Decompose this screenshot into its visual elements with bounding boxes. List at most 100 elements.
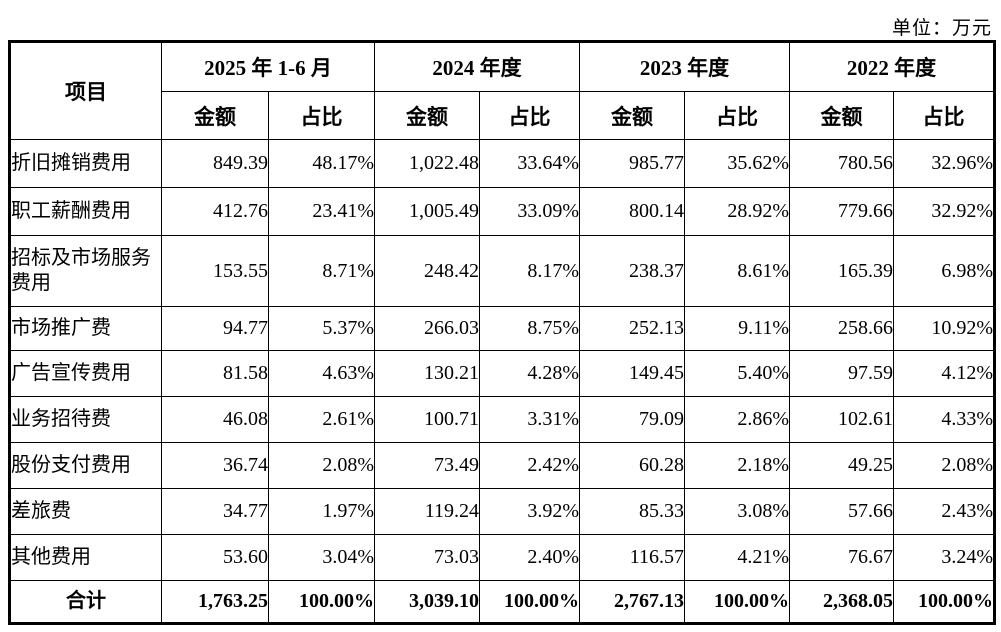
table-row: 其他费用 53.60 3.04% 73.03 2.40% 116.57 4.21… bbox=[9, 534, 995, 581]
ratio-cell: 23.41% bbox=[268, 187, 375, 236]
total-ratio-cell: 100.00% bbox=[684, 580, 790, 624]
ratio-cell: 2.86% bbox=[684, 396, 790, 443]
ratio-cell: 8.17% bbox=[479, 235, 580, 307]
ratio-cell: 10.92% bbox=[893, 306, 995, 351]
ratio-cell: 2.08% bbox=[893, 442, 995, 489]
header-period-2025: 2025 年 1-6 月 bbox=[161, 41, 375, 92]
amount-cell: 116.57 bbox=[579, 534, 685, 581]
total-ratio-cell: 100.00% bbox=[479, 580, 580, 624]
total-label: 合计 bbox=[9, 580, 162, 624]
ratio-cell: 2.43% bbox=[893, 488, 995, 535]
header-amount: 金额 bbox=[579, 91, 685, 140]
header-amount: 金额 bbox=[374, 91, 480, 140]
amount-cell: 73.49 bbox=[374, 442, 480, 489]
amount-cell: 57.66 bbox=[789, 488, 894, 535]
ratio-cell: 3.04% bbox=[268, 534, 375, 581]
amount-cell: 800.14 bbox=[579, 187, 685, 236]
amount-cell: 36.74 bbox=[161, 442, 269, 489]
ratio-cell: 3.24% bbox=[893, 534, 995, 581]
amount-cell: 779.66 bbox=[789, 187, 894, 236]
amount-cell: 412.76 bbox=[161, 187, 269, 236]
total-amount-cell: 2,767.13 bbox=[579, 580, 685, 624]
expense-breakdown-table: 项目 2025 年 1-6 月 2024 年度 2023 年度 2022 年度 … bbox=[8, 40, 996, 625]
amount-cell: 1,022.48 bbox=[374, 139, 480, 188]
amount-cell: 849.39 bbox=[161, 139, 269, 188]
ratio-cell: 2.08% bbox=[268, 442, 375, 489]
amount-cell: 266.03 bbox=[374, 306, 480, 351]
ratio-cell: 9.11% bbox=[684, 306, 790, 351]
ratio-cell: 3.92% bbox=[479, 488, 580, 535]
ratio-cell: 2.61% bbox=[268, 396, 375, 443]
amount-cell: 76.67 bbox=[789, 534, 894, 581]
header-ratio: 占比 bbox=[479, 91, 580, 140]
ratio-cell: 4.33% bbox=[893, 396, 995, 443]
ratio-cell: 32.96% bbox=[893, 139, 995, 188]
total-amount-cell: 3,039.10 bbox=[374, 580, 480, 624]
table-row: 折旧摊销费用 849.39 48.17% 1,022.48 33.64% 985… bbox=[9, 139, 995, 188]
header-period-2024: 2024 年度 bbox=[374, 41, 580, 92]
row-label: 其他费用 bbox=[9, 534, 162, 581]
amount-cell: 34.77 bbox=[161, 488, 269, 535]
header-item-column: 项目 bbox=[9, 41, 162, 140]
row-label: 市场推广费 bbox=[9, 306, 162, 351]
table-row: 股份支付费用 36.74 2.08% 73.49 2.42% 60.28 2.1… bbox=[9, 442, 995, 489]
ratio-cell: 8.71% bbox=[268, 235, 375, 307]
row-label: 职工薪酬费用 bbox=[9, 187, 162, 236]
amount-cell: 53.60 bbox=[161, 534, 269, 581]
total-ratio-cell: 100.00% bbox=[268, 580, 375, 624]
amount-cell: 153.55 bbox=[161, 235, 269, 307]
table-row: 广告宣传费用 81.58 4.63% 130.21 4.28% 149.45 5… bbox=[9, 350, 995, 397]
table-body: 折旧摊销费用 849.39 48.17% 1,022.48 33.64% 985… bbox=[9, 139, 995, 624]
amount-cell: 49.25 bbox=[789, 442, 894, 489]
amount-cell: 60.28 bbox=[579, 442, 685, 489]
amount-cell: 238.37 bbox=[579, 235, 685, 307]
unit-label: 单位：万元 bbox=[891, 18, 992, 39]
amount-cell: 780.56 bbox=[789, 139, 894, 188]
ratio-cell: 8.61% bbox=[684, 235, 790, 307]
amount-cell: 102.61 bbox=[789, 396, 894, 443]
amount-cell: 73.03 bbox=[374, 534, 480, 581]
row-label: 折旧摊销费用 bbox=[9, 139, 162, 188]
ratio-cell: 8.75% bbox=[479, 306, 580, 351]
amount-cell: 130.21 bbox=[374, 350, 480, 397]
header-ratio: 占比 bbox=[268, 91, 375, 140]
amount-cell: 46.08 bbox=[161, 396, 269, 443]
ratio-cell: 2.40% bbox=[479, 534, 580, 581]
table-row: 市场推广费 94.77 5.37% 266.03 8.75% 252.13 9.… bbox=[9, 306, 995, 351]
header-period-2023: 2023 年度 bbox=[579, 41, 790, 92]
ratio-cell: 33.64% bbox=[479, 139, 580, 188]
header-row-periods: 项目 2025 年 1-6 月 2024 年度 2023 年度 2022 年度 bbox=[9, 41, 995, 140]
ratio-cell: 4.12% bbox=[893, 350, 995, 397]
header-amount: 金额 bbox=[161, 91, 269, 140]
amount-cell: 252.13 bbox=[579, 306, 685, 351]
amount-cell: 165.39 bbox=[789, 235, 894, 307]
row-label: 差旅费 bbox=[9, 488, 162, 535]
amount-cell: 79.09 bbox=[579, 396, 685, 443]
table-row: 职工薪酬费用 412.76 23.41% 1,005.49 33.09% 800… bbox=[9, 187, 995, 236]
ratio-cell: 32.92% bbox=[893, 187, 995, 236]
amount-cell: 1,005.49 bbox=[374, 187, 480, 236]
ratio-cell: 4.63% bbox=[268, 350, 375, 397]
ratio-cell: 2.42% bbox=[479, 442, 580, 489]
amount-cell: 119.24 bbox=[374, 488, 480, 535]
row-label: 股份支付费用 bbox=[9, 442, 162, 489]
ratio-cell: 2.18% bbox=[684, 442, 790, 489]
total-ratio-cell: 100.00% bbox=[893, 580, 995, 624]
amount-cell: 100.71 bbox=[374, 396, 480, 443]
total-row: 合计 1,763.25 100.00% 3,039.10 100.00% 2,7… bbox=[9, 580, 995, 624]
amount-cell: 149.45 bbox=[579, 350, 685, 397]
ratio-cell: 5.37% bbox=[268, 306, 375, 351]
ratio-cell: 6.98% bbox=[893, 235, 995, 307]
amount-cell: 94.77 bbox=[161, 306, 269, 351]
header-amount: 金额 bbox=[789, 91, 894, 140]
ratio-cell: 3.08% bbox=[684, 488, 790, 535]
row-label: 广告宣传费用 bbox=[9, 350, 162, 397]
amount-cell: 85.33 bbox=[579, 488, 685, 535]
ratio-cell: 28.92% bbox=[684, 187, 790, 236]
amount-cell: 97.59 bbox=[789, 350, 894, 397]
header-ratio: 占比 bbox=[684, 91, 790, 140]
header-period-2022: 2022 年度 bbox=[789, 41, 995, 92]
table-row: 业务招待费 46.08 2.61% 100.71 3.31% 79.09 2.8… bbox=[9, 396, 995, 443]
header-ratio: 占比 bbox=[893, 91, 995, 140]
